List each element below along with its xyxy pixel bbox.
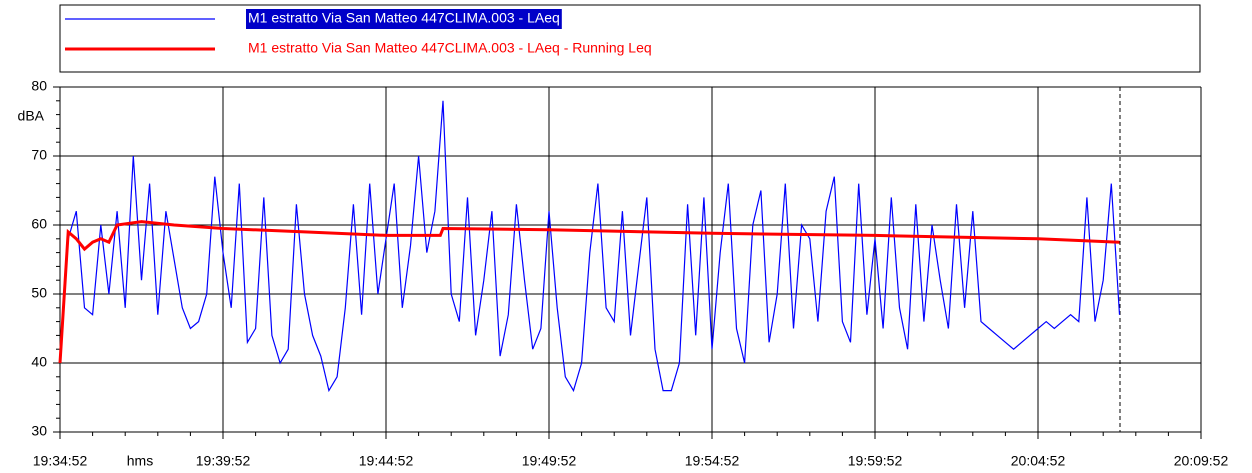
x-tick-label: 19:49:52 xyxy=(522,453,577,469)
x-tick-label: 20:09:52 xyxy=(1174,453,1229,469)
x-tick-label: 19:34:52 xyxy=(33,453,88,469)
x-tick-label: 19:44:52 xyxy=(359,453,414,469)
y-tick-label: 80 xyxy=(31,78,47,94)
x-tick-label: 20:04:52 xyxy=(1011,453,1066,469)
x-tick-label: 19:59:52 xyxy=(848,453,903,469)
y-tick-label: 60 xyxy=(31,216,47,232)
legend-highlight xyxy=(246,9,562,29)
y-tick-label: 30 xyxy=(31,423,47,439)
legend-label: M1 estratto Via San Matteo 447CLIMA.003 … xyxy=(248,40,652,56)
x-tick-label: 19:39:52 xyxy=(196,453,251,469)
y-tick-label: 40 xyxy=(31,354,47,370)
x-axis-label: hms xyxy=(127,453,153,469)
legend-box xyxy=(59,4,1201,73)
legend-label: M1 estratto Via San Matteo 447CLIMA.003 … xyxy=(248,10,560,26)
y-tick-label: 50 xyxy=(31,285,47,301)
y-tick-label: 70 xyxy=(31,147,47,163)
series-line xyxy=(59,100,1121,393)
x-tick-label: 19:54:52 xyxy=(685,453,740,469)
series-line xyxy=(58,220,1120,364)
y-axis-label: dBA xyxy=(18,108,45,124)
grid xyxy=(60,86,1202,433)
